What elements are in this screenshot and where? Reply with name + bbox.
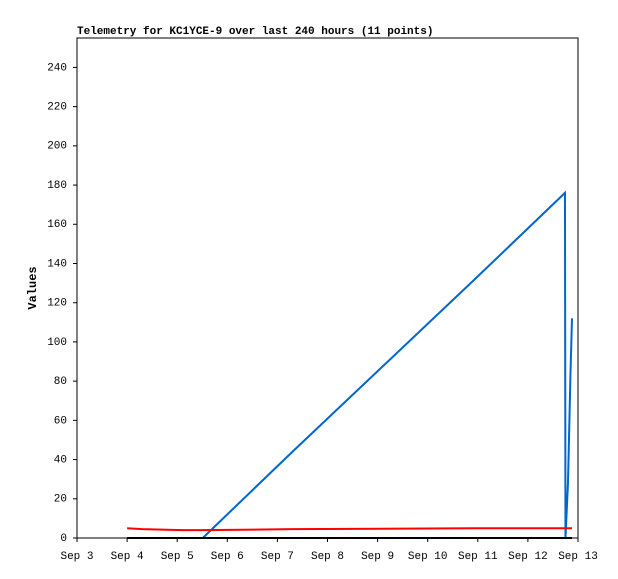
y-tick-label: 240 <box>47 62 67 74</box>
y-tick-label: 140 <box>47 258 67 270</box>
x-tick-label: Sep 11 <box>458 551 498 563</box>
x-tick-label: Sep 13 <box>558 551 598 563</box>
y-tick-label: 160 <box>47 219 67 231</box>
x-tick-label: Sep 5 <box>161 551 194 563</box>
x-tick-label: Sep 12 <box>508 551 548 563</box>
y-tick-label: 60 <box>54 415 67 427</box>
y-tick-label: 180 <box>47 180 67 192</box>
y-tick-label: 220 <box>47 102 67 114</box>
y-tick-label: 0 <box>60 533 67 545</box>
x-tick-label: Sep 9 <box>361 551 394 563</box>
y-axis-label: Values <box>26 266 40 309</box>
series-line <box>202 190 573 539</box>
y-tick-label: 40 <box>54 454 67 466</box>
x-tick-label: Sep 10 <box>408 551 448 563</box>
x-tick-label: Sep 7 <box>261 551 294 563</box>
x-tick-label: Sep 6 <box>211 551 244 563</box>
x-tick-label: Sep 3 <box>60 551 93 563</box>
chart-title: Telemetry for KC1YCE-9 over last 240 hou… <box>77 26 433 38</box>
x-tick-label: Sep 4 <box>111 551 144 563</box>
y-tick-label: 80 <box>54 376 67 388</box>
y-tick-label: 100 <box>47 337 67 349</box>
y-tick-label: 200 <box>47 141 67 153</box>
y-tick-label: 120 <box>47 298 67 310</box>
y-tick-label: 20 <box>54 494 67 506</box>
x-tick-label: Sep 8 <box>311 551 344 563</box>
series-line <box>127 527 572 532</box>
plot-frame <box>76 37 579 539</box>
